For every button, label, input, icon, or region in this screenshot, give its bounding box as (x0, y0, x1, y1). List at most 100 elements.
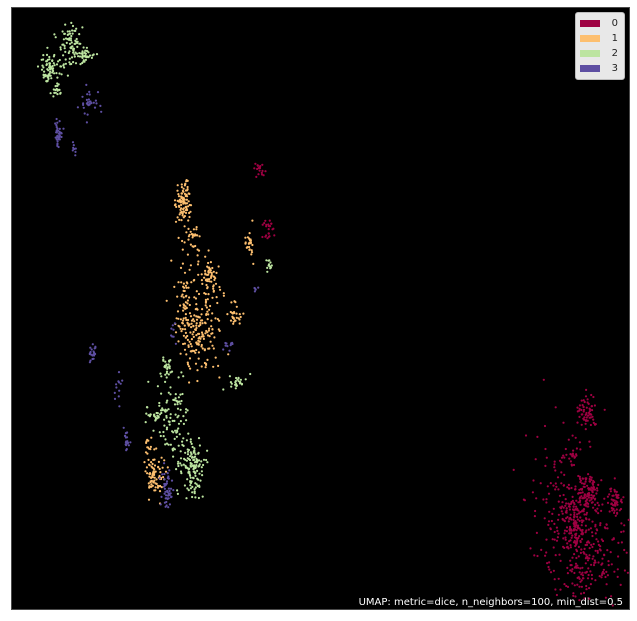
point-series-2 (182, 444, 185, 447)
point-series-0 (579, 540, 582, 544)
point-series-0 (545, 456, 548, 459)
point-series-2 (182, 463, 185, 466)
point-series-0 (582, 510, 585, 513)
point-series-0 (601, 557, 604, 560)
point-series-1 (205, 363, 208, 366)
point-series-0 (580, 482, 584, 485)
point-series-2 (56, 93, 59, 96)
point-series-2 (167, 363, 170, 366)
point-series-1 (176, 310, 180, 313)
point-series-3 (168, 503, 171, 506)
point-series-0 (273, 234, 276, 237)
point-series-1 (154, 470, 157, 473)
point-series-0 (582, 399, 585, 402)
point-series-0 (596, 529, 599, 532)
point-series-0 (566, 486, 569, 489)
point-series-2 (43, 70, 46, 73)
point-series-1 (186, 363, 190, 366)
point-series-0 (574, 508, 577, 511)
point-series-2 (69, 39, 73, 42)
point-series-1 (186, 188, 189, 191)
point-series-0 (254, 162, 257, 165)
point-series-0 (578, 496, 582, 499)
point-series-0 (596, 501, 599, 504)
point-series-2 (165, 401, 168, 404)
point-series-0 (580, 495, 583, 498)
point-series-0 (566, 572, 570, 575)
point-series-1 (180, 219, 183, 222)
point-series-1 (232, 322, 235, 325)
point-series-2 (174, 413, 177, 416)
point-series-2 (187, 457, 190, 461)
point-series-0 (609, 551, 612, 554)
point-series-1 (181, 239, 184, 243)
point-series-1 (194, 308, 197, 311)
point-series-0 (604, 527, 607, 530)
point-series-1 (218, 376, 221, 379)
point-series-0 (572, 541, 576, 544)
point-series-1 (210, 319, 213, 322)
point-series-1 (208, 308, 211, 311)
point-series-2 (269, 261, 272, 264)
point-series-0 (576, 564, 579, 567)
point-series-1 (199, 321, 202, 324)
point-series-0 (575, 537, 578, 540)
point-series-1 (182, 317, 185, 320)
point-series-1 (203, 348, 206, 351)
point-series-1 (189, 210, 192, 213)
point-series-1 (230, 301, 233, 304)
point-series-2 (185, 408, 188, 411)
point-series-0 (580, 585, 584, 588)
point-series-1 (217, 265, 220, 268)
point-series-0 (581, 577, 585, 580)
point-series-1 (184, 206, 187, 209)
point-series-2 (197, 465, 200, 468)
point-series-0 (572, 463, 576, 467)
point-series-1 (209, 261, 212, 264)
point-series-0 (599, 524, 602, 527)
point-series-0 (546, 485, 549, 488)
point-series-2 (171, 449, 174, 452)
point-series-0 (581, 533, 584, 536)
point-series-1 (176, 189, 179, 192)
point-series-2 (189, 481, 193, 485)
point-series-2 (53, 72, 56, 75)
point-series-2 (164, 380, 167, 383)
point-series-0 (573, 456, 577, 459)
point-series-0 (567, 438, 570, 441)
point-series-2 (45, 63, 49, 66)
point-series-0 (563, 520, 567, 523)
point-series-2 (177, 460, 180, 463)
point-series-0 (545, 498, 548, 501)
point-series-2 (192, 451, 195, 454)
point-series-1 (212, 290, 215, 293)
point-series-0 (584, 517, 588, 520)
point-series-0 (557, 488, 560, 491)
point-series-3 (55, 131, 58, 134)
point-series-0 (585, 511, 589, 514)
point-series-3 (168, 469, 171, 472)
point-series-0 (617, 555, 620, 558)
point-series-0 (578, 407, 581, 410)
point-series-2 (164, 443, 167, 446)
point-series-2 (177, 444, 180, 447)
point-series-1 (182, 303, 185, 306)
point-series-3 (229, 344, 232, 347)
point-series-2 (167, 408, 170, 411)
point-series-2 (182, 437, 185, 440)
point-series-1 (184, 305, 187, 308)
point-series-3 (62, 127, 65, 130)
point-series-1 (190, 322, 193, 325)
point-series-2 (165, 370, 169, 373)
point-series-0 (529, 547, 532, 550)
point-series-0 (609, 490, 613, 493)
point-series-2 (76, 45, 79, 49)
point-series-0 (576, 406, 579, 409)
point-series-2 (88, 54, 92, 57)
point-series-2 (177, 376, 180, 379)
point-series-2 (164, 360, 167, 363)
point-series-0 (589, 423, 593, 427)
point-series-0 (591, 531, 594, 534)
point-series-2 (174, 393, 177, 396)
point-series-1 (160, 486, 163, 489)
